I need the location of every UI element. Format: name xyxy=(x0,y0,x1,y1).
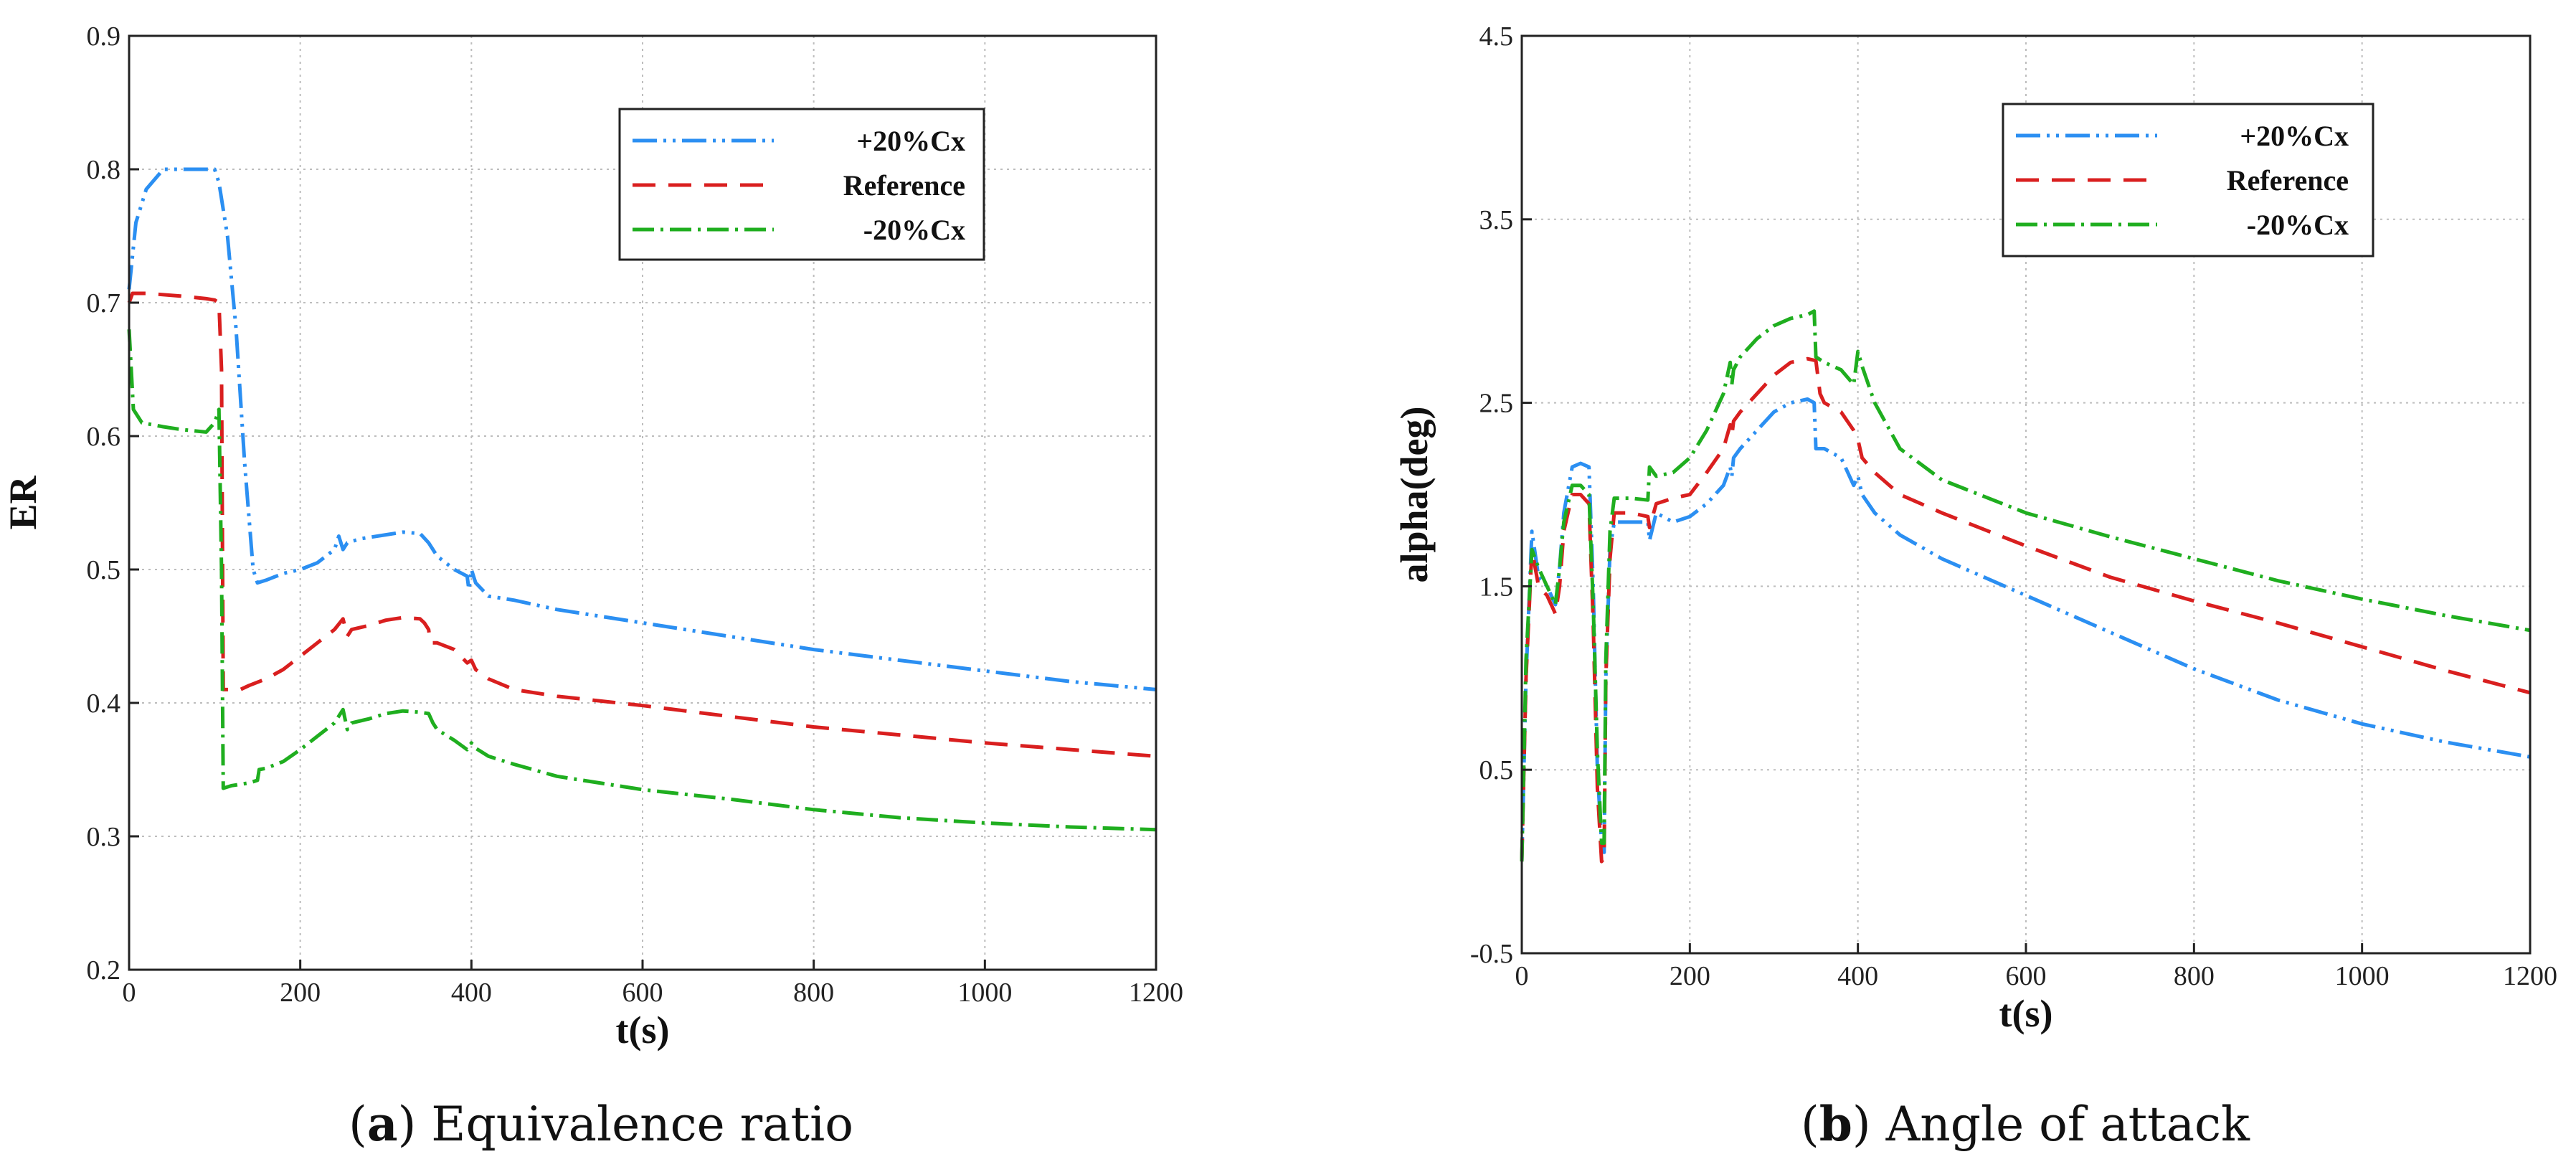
a-xtick-label-1: 200 xyxy=(280,978,321,1008)
b-xtick-label-3: 600 xyxy=(2006,961,2047,991)
a-series-line-0 xyxy=(127,167,1157,691)
a-legend: +20%Cx Reference -20%Cx xyxy=(618,108,985,261)
a-series-lines xyxy=(127,167,1157,832)
b-legend-label-1: Reference xyxy=(2227,164,2349,197)
a-caption-text: Equivalence ratio xyxy=(416,1097,853,1152)
b-xtick-label-4: 800 xyxy=(2174,961,2215,991)
a-series-line-1 xyxy=(127,291,1157,758)
a-xtick-label-5: 1000 xyxy=(957,978,1012,1008)
a-y-axis-label: ER xyxy=(1,475,44,529)
a-xtick-label-0: 0 xyxy=(123,978,136,1008)
b-xtick-label-0: 0 xyxy=(1515,961,1529,991)
b-xtick-label-6: 1200 xyxy=(2503,961,2557,991)
b-xtick-label-2: 400 xyxy=(1837,961,1878,991)
a-legend-label-1: Reference xyxy=(843,169,965,202)
a-caption-letter: a xyxy=(367,1096,398,1152)
b-ytick-label-3: 2.5 xyxy=(1479,389,1514,419)
b-caption: (b) Angle of attack xyxy=(1801,1096,2250,1152)
a-legend-label-0: +20%Cx xyxy=(856,125,965,157)
b-series-line-2 xyxy=(1520,309,2531,862)
b-x-axis-label: t(s) xyxy=(1999,992,2053,1035)
a-tick-labels: 0 200 400 600 800 1000 1200 0.2 0.3 0.4 0.5 0.6 0.7 0… xyxy=(87,22,1184,1008)
a-xtick-label-2: 400 xyxy=(451,978,492,1008)
b-tick-labels: 0 200 400 600 800 1000 1200 -0.5 0.5 1.5 2.5 3.5 4.5 xyxy=(1470,22,2557,991)
b-legend-label-2: -20%Cx xyxy=(2247,209,2349,241)
panel-b-angle-of-attack: 0 200 400 600 800 1000 1200 -0.5 0.5 1.5 2.5 3.5 4.5… xyxy=(1393,22,2557,1152)
b-legend: +20%Cx Reference -20%Cx xyxy=(2002,103,2374,257)
a-ytick-label-1: 0.3 xyxy=(87,822,121,852)
a-xtick-label-6: 1200 xyxy=(1129,978,1183,1008)
b-caption-letter: b xyxy=(1819,1096,1852,1152)
b-xtick-label-1: 200 xyxy=(1670,961,1710,991)
b-ytick-label-5: 4.5 xyxy=(1479,22,1514,52)
a-caption: (a) Equivalence ratio xyxy=(349,1096,853,1152)
a-xtick-label-4: 800 xyxy=(793,978,834,1008)
a-ytick-label-2: 0.4 xyxy=(87,689,121,719)
panel-a-equivalence-ratio: 0 200 400 600 800 1000 1200 0.2 0.3 0.4 0.5 0.6 0.7 0… xyxy=(1,22,1183,1152)
b-ytick-label-4: 3.5 xyxy=(1479,205,1514,235)
b-series-lines xyxy=(1520,309,2531,864)
b-series-line-0 xyxy=(1520,397,2531,862)
a-ytick-label-0: 0.2 xyxy=(87,955,121,986)
a-series-line-2 xyxy=(127,329,1157,832)
a-xtick-label-3: 600 xyxy=(622,978,663,1008)
a-ytick-label-3: 0.5 xyxy=(87,555,121,585)
a-ytick-label-6: 0.8 xyxy=(87,155,121,185)
b-y-axis-label: alpha(deg) xyxy=(1393,406,1436,582)
a-x-axis-label: t(s) xyxy=(616,1008,670,1052)
a-legend-label-2: -20%Cx xyxy=(863,214,965,246)
a-ytick-label-7: 0.9 xyxy=(87,22,121,52)
b-caption-text: Angle of attack xyxy=(1871,1097,2250,1152)
b-legend-label-0: +20%Cx xyxy=(2240,120,2349,152)
b-ytick-label-2: 1.5 xyxy=(1479,572,1514,602)
b-ytick-label-1: 0.5 xyxy=(1479,755,1514,785)
b-xtick-label-5: 1000 xyxy=(2335,961,2390,991)
b-ytick-label-0: -0.5 xyxy=(1470,939,1513,969)
a-ytick-label-4: 0.6 xyxy=(87,422,121,452)
a-ytick-label-5: 0.7 xyxy=(87,288,121,318)
b-series-line-1 xyxy=(1520,356,2531,864)
